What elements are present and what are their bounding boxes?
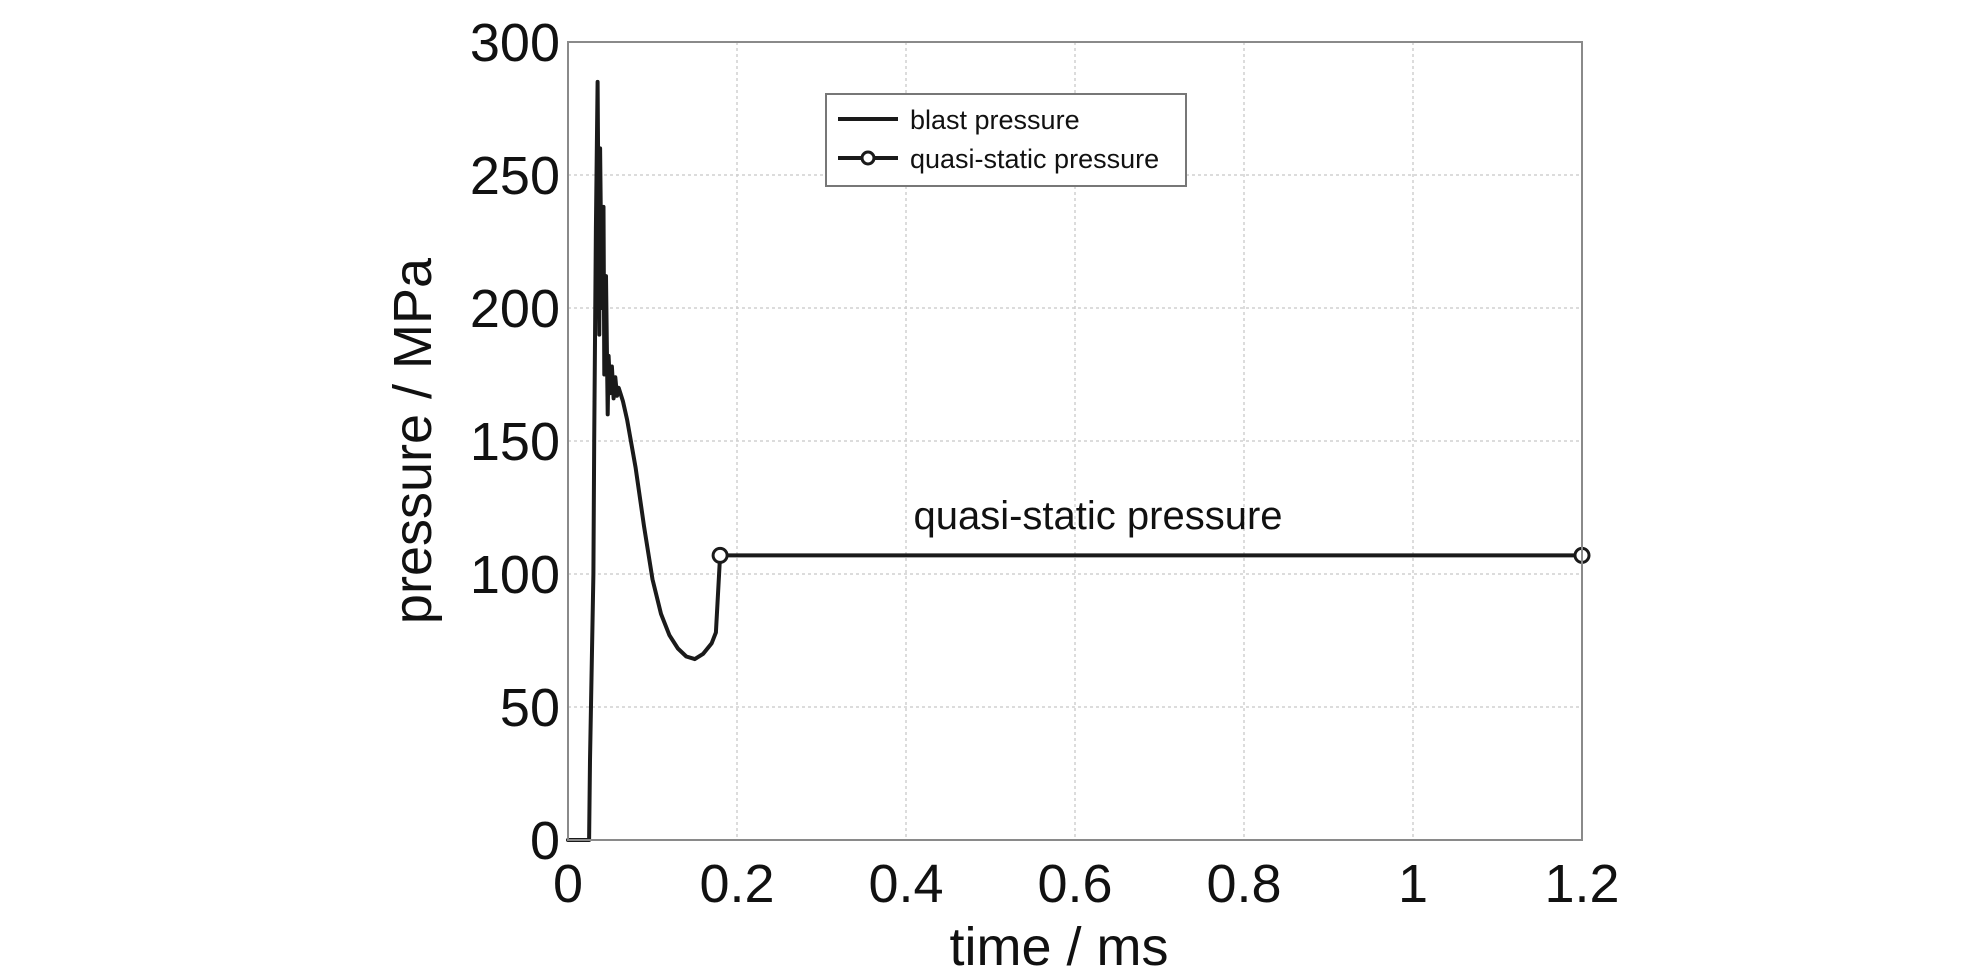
y-tick-label: 150 (470, 412, 560, 472)
y-tick-label: 50 (500, 678, 560, 738)
y-tick-label: 0 (530, 811, 560, 871)
legend: blast pressure quasi-static pressure (825, 93, 1187, 187)
ticks: 0 0.2 0.4 0.6 0.8 1 1.2 0 50 100 150 200 250 300 (470, 13, 1620, 914)
y-tick-label: 300 (470, 13, 560, 73)
y-tick-label: 100 (470, 545, 560, 605)
legend-label-blast-pressure: blast pressure (910, 105, 1080, 135)
x-tick-label: 0.2 (699, 854, 774, 914)
x-tick-label: 0.4 (868, 854, 943, 914)
plot-frame (567, 41, 1583, 841)
series-group (566, 79, 1591, 842)
y-tick-label: 200 (470, 279, 560, 339)
x-axis-title: time / ms (949, 917, 1168, 969)
x-tick-label: 0 (553, 854, 583, 914)
x-tick-label: 1.2 (1544, 854, 1619, 914)
y-axis-title: pressure / MPa (383, 257, 443, 624)
x-tick-label: 1 (1398, 854, 1428, 914)
x-tick-label: 0.6 (1037, 854, 1112, 914)
y-tick-label: 250 (470, 146, 560, 206)
legend-marker-quasi-static-pressure (860, 150, 876, 166)
series-line-blast-pressure (566, 79, 723, 842)
x-tick-label: 0.8 (1206, 854, 1281, 914)
data-point-quasi-static-pressure (711, 546, 729, 564)
legend-label-quasi-static-pressure: quasi-static pressure (910, 144, 1159, 174)
annotation-quasi-static-pressure: quasi-static pressure (913, 494, 1282, 538)
legend-box (825, 93, 1187, 187)
